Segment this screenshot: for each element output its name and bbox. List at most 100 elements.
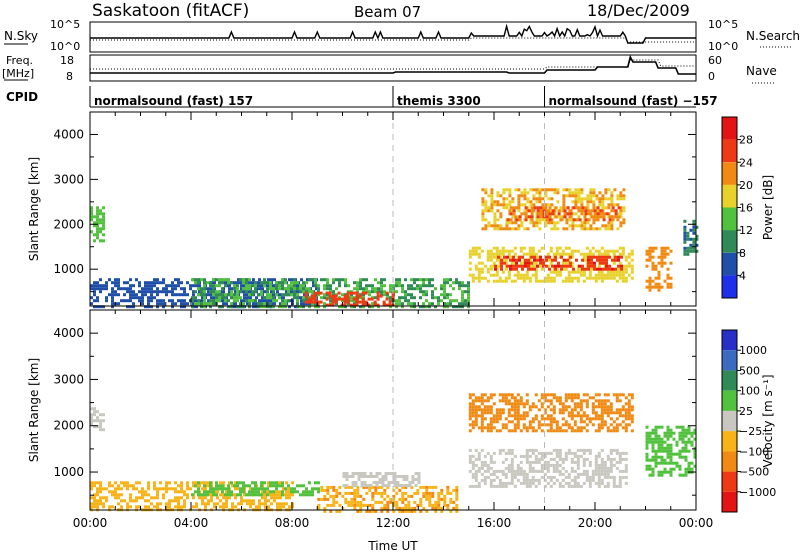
- data-cell: [446, 503, 450, 507]
- data-cell: [317, 287, 320, 291]
- data-cell: [346, 300, 350, 304]
- data-cell: [474, 420, 478, 424]
- data-cell: [278, 284, 281, 288]
- data-cell: [302, 490, 305, 494]
- data-cell: [570, 261, 574, 265]
- data-cell: [540, 463, 544, 467]
- data-cell: [692, 246, 696, 250]
- data-cell: [147, 305, 150, 309]
- data-cell: [474, 423, 478, 427]
- data-cell: [141, 293, 144, 297]
- data-cell: [624, 463, 628, 467]
- data-cell: [365, 284, 368, 288]
- data-cell: [596, 255, 599, 259]
- data-cell: [480, 399, 484, 403]
- data-cell: [468, 255, 472, 259]
- data-cell: [651, 458, 655, 462]
- data-cell: [645, 464, 649, 468]
- data-cell: [607, 212, 611, 216]
- data-cell: [102, 233, 105, 237]
- data-cell: [684, 473, 688, 477]
- data-cell: [389, 296, 392, 300]
- data-cell: [138, 505, 141, 509]
- data-cell: [431, 290, 434, 294]
- data-cell: [546, 469, 550, 473]
- data-cell: [186, 496, 189, 500]
- data-cell: [603, 411, 607, 415]
- data-cell: [591, 405, 595, 409]
- data-cell: [297, 284, 300, 288]
- data-cell: [684, 458, 688, 462]
- data-cell: [361, 303, 365, 307]
- data-cell: [213, 296, 216, 300]
- data-cell: [615, 408, 619, 412]
- data-cell: [511, 197, 515, 201]
- data-cell: [480, 411, 484, 415]
- data-cell: [102, 505, 105, 509]
- data-cell: [574, 197, 578, 201]
- data-cell: [495, 264, 499, 268]
- data-cell: [480, 402, 484, 406]
- data-cell: [254, 284, 257, 288]
- data-cell: [261, 502, 264, 506]
- data-cell: [257, 487, 260, 491]
- data-cell: [379, 294, 383, 298]
- data-cell: [648, 258, 652, 262]
- data-cell: [514, 215, 518, 219]
- data-cell: [189, 287, 192, 291]
- data-cell: [666, 282, 670, 286]
- data-cell: [539, 206, 543, 210]
- data-cell: [593, 267, 596, 271]
- data-cell: [537, 399, 541, 403]
- data-cell: [294, 305, 297, 309]
- data-cell: [108, 490, 111, 494]
- data-cell: [627, 411, 631, 415]
- data-cell: [627, 414, 631, 418]
- data-cell: [592, 188, 596, 192]
- data-cell: [528, 420, 532, 424]
- data-cell: [242, 281, 245, 285]
- data-cell: [508, 188, 512, 192]
- data-cell: [580, 227, 584, 231]
- data-cell: [507, 448, 511, 452]
- data-cell: [498, 399, 502, 403]
- data-cell: [648, 288, 652, 292]
- data-cell: [510, 408, 514, 412]
- data-cell: [531, 417, 535, 421]
- data-cell: [606, 475, 610, 479]
- data-cell: [579, 408, 583, 412]
- data-cell: [431, 485, 435, 489]
- data-cell: [224, 299, 227, 303]
- data-cell: [542, 258, 545, 262]
- data-cell: [275, 293, 278, 297]
- data-cell: [618, 460, 622, 464]
- data-cell: [171, 290, 174, 294]
- data-cell: [585, 246, 589, 250]
- colorbar-swatch: [722, 275, 737, 298]
- data-cell: [490, 191, 494, 195]
- data-cell: [532, 203, 536, 207]
- data-cell: [242, 487, 245, 491]
- data-cell: [90, 287, 93, 291]
- data-cell: [519, 402, 523, 406]
- data-cell: [168, 502, 171, 506]
- data-cell: [102, 413, 105, 417]
- data-cell: [666, 252, 670, 256]
- data-cell: [489, 408, 493, 412]
- data-cell: [486, 451, 490, 455]
- data-cell: [594, 460, 598, 464]
- data-cell: [532, 209, 536, 213]
- y-tick-label: 3000: [53, 172, 84, 186]
- data-cell: [687, 464, 691, 468]
- data-cell: [212, 293, 215, 297]
- data-cell: [471, 484, 475, 488]
- data-cell: [603, 460, 607, 464]
- data-cell: [489, 484, 493, 488]
- data-cell: [687, 461, 691, 465]
- colorbar-swatch: [722, 491, 737, 512]
- colorbar-tick-label: −25: [739, 425, 762, 438]
- data-cell: [693, 437, 697, 441]
- data-cell: [471, 472, 475, 476]
- data-cell: [549, 276, 553, 280]
- data-cell: [657, 440, 661, 444]
